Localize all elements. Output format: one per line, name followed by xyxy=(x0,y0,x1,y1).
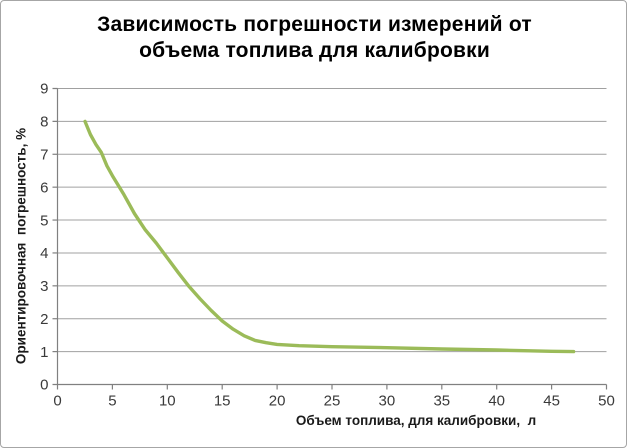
y-tick-label: 5 xyxy=(40,212,48,229)
x-tick-label: 25 xyxy=(324,393,341,410)
y-tick-label: 0 xyxy=(40,377,48,394)
x-tick-label: 30 xyxy=(379,393,396,410)
y-tick-label: 3 xyxy=(40,278,48,295)
y-tick-label: 4 xyxy=(40,245,48,262)
y-tick-label: 6 xyxy=(40,179,48,196)
x-tick-label: 50 xyxy=(598,393,615,410)
y-axis-title: Ориентировочная погрешность, % xyxy=(13,127,29,365)
y-tick-label: 1 xyxy=(40,344,48,361)
y-tick-label: 8 xyxy=(40,114,48,131)
x-tick-label: 0 xyxy=(53,393,61,410)
data-curve xyxy=(83,119,576,354)
x-tick-label: 20 xyxy=(269,393,286,410)
chart-title: Зависимость погрешности измерений от объ… xyxy=(1,12,626,64)
x-tick-label: 40 xyxy=(488,393,505,410)
x-tick-label: 15 xyxy=(214,393,231,410)
y-tick-label: 2 xyxy=(40,311,48,328)
y-tick-label: 7 xyxy=(40,146,48,163)
x-axis-title: Объем топлива, для калибровки, л xyxy=(295,413,537,428)
chart-title-line2: объема топлива для калибровки xyxy=(139,39,490,62)
chart-title-line1: Зависимость погрешности измерений от xyxy=(97,13,532,36)
x-tick-label: 10 xyxy=(159,393,176,410)
x-tick-label: 5 xyxy=(108,393,116,410)
x-tick-label: 45 xyxy=(543,393,560,410)
y-tick-label: 9 xyxy=(40,81,48,98)
x-tick-label: 35 xyxy=(433,393,450,410)
